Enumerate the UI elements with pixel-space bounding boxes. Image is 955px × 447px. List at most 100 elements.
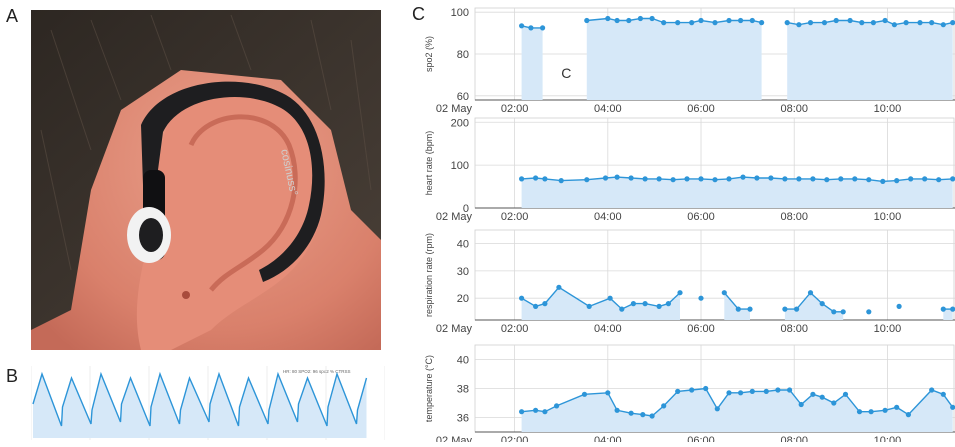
data-point — [735, 306, 741, 312]
data-point — [602, 175, 609, 181]
data-point — [838, 176, 844, 182]
data-point — [614, 407, 620, 413]
data-point — [747, 306, 753, 312]
y-tick-label: 100 — [451, 160, 469, 172]
data-point — [840, 309, 846, 315]
x-tick-label: 08:00 — [780, 103, 808, 115]
y-axis-label: heart rate (bpm) — [424, 131, 434, 196]
data-point — [810, 176, 816, 182]
data-point — [870, 20, 876, 26]
x-tick-label: 02 May — [436, 323, 473, 335]
data-point — [519, 409, 525, 415]
data-point — [542, 176, 548, 182]
data-point — [656, 176, 662, 182]
data-point — [726, 17, 732, 24]
data-point — [542, 409, 548, 415]
x-tick-label: 02 May — [436, 103, 473, 115]
data-point — [798, 401, 804, 408]
chart-panel-2: 200 100 002 May 02:00 04:00 06:00 08:00 10:00 he… — [424, 117, 955, 223]
y-tick-label: 0 — [463, 203, 469, 215]
data-point — [605, 15, 611, 22]
y-tick-label: 100 — [451, 7, 469, 19]
data-point — [675, 388, 681, 394]
data-point — [628, 410, 634, 416]
data-point — [540, 25, 546, 31]
data-point — [794, 306, 800, 312]
data-point — [637, 15, 643, 22]
data-point — [698, 17, 704, 24]
data-point — [796, 22, 802, 28]
data-point — [661, 403, 667, 409]
x-tick-label: 02:00 — [501, 435, 529, 442]
data-point — [824, 177, 830, 183]
series-area — [943, 309, 953, 320]
data-point — [842, 391, 849, 397]
data-point — [852, 176, 858, 182]
data-point — [908, 176, 914, 182]
data-point — [677, 290, 683, 296]
series-area — [521, 25, 543, 100]
y-tick-label: 38 — [457, 384, 469, 396]
data-point — [782, 306, 788, 312]
data-point — [740, 174, 746, 180]
data-point — [703, 385, 709, 392]
data-point — [866, 177, 872, 183]
data-point — [866, 309, 872, 315]
data-point — [950, 176, 955, 182]
hair-strands — [40, 14, 372, 271]
data-point — [689, 20, 695, 26]
x-tick-label: 02:00 — [501, 211, 529, 223]
series-segment — [584, 15, 765, 100]
data-point — [831, 400, 837, 406]
data-point — [856, 409, 863, 415]
data-point — [614, 17, 620, 24]
data-point — [542, 301, 548, 307]
data-point — [626, 17, 632, 24]
y-tick-label: 30 — [457, 266, 469, 278]
data-point — [689, 387, 695, 393]
series-line — [521, 387, 954, 417]
data-point — [528, 25, 534, 31]
data-point — [670, 177, 676, 183]
data-point — [819, 394, 825, 400]
data-point — [882, 17, 888, 24]
data-point — [868, 409, 874, 415]
x-tick-label: 02 May — [436, 211, 473, 223]
x-tick-label: 02:00 — [501, 323, 529, 335]
data-point — [833, 17, 839, 24]
series-segment — [721, 290, 753, 320]
series-segment — [782, 290, 846, 320]
data-point — [581, 391, 588, 397]
data-point — [950, 404, 955, 410]
data-point — [903, 20, 909, 26]
data-point — [891, 22, 897, 28]
ear-outer — [136, 87, 326, 350]
data-point — [882, 407, 888, 413]
data-point — [787, 387, 793, 393]
panel-label-a: A — [6, 6, 19, 26]
waveform-area — [33, 374, 367, 438]
hair — [31, 10, 381, 330]
data-point — [940, 22, 946, 28]
data-point — [880, 178, 886, 184]
data-point — [905, 412, 911, 418]
y-axis-label: temperature (°C) — [424, 355, 434, 422]
data-point — [749, 17, 755, 24]
data-point — [894, 404, 900, 410]
x-tick-label: 06:00 — [687, 211, 715, 223]
data-point — [533, 175, 539, 181]
series-segment — [896, 303, 902, 309]
data-point — [630, 301, 636, 307]
data-point — [698, 176, 704, 182]
data-point — [656, 303, 662, 309]
data-point — [584, 17, 590, 24]
x-tick-label: 06:00 — [687, 435, 715, 442]
x-tick-label: 08:00 — [780, 323, 808, 335]
chart-panel-3: 40 30 20 02 May 02:00 04:00 06:00 08:00 10:00 res… — [424, 229, 955, 335]
data-point — [917, 20, 923, 26]
series-area — [784, 292, 844, 320]
series-area — [586, 18, 762, 100]
series-area — [521, 388, 953, 432]
data-point — [768, 175, 774, 181]
data-point — [940, 306, 946, 312]
